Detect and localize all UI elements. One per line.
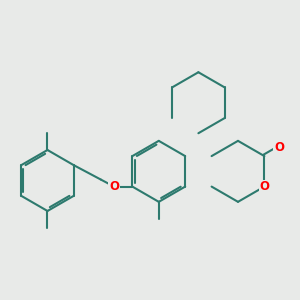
Text: O: O bbox=[109, 180, 119, 193]
Text: O: O bbox=[260, 180, 269, 193]
Text: O: O bbox=[274, 141, 284, 154]
